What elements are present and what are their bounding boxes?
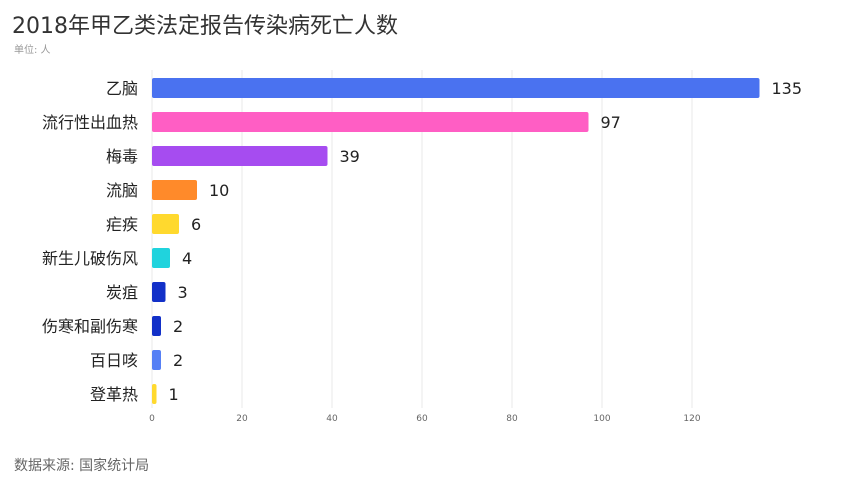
x-tick-label: 120 xyxy=(683,414,700,424)
bar xyxy=(152,282,166,302)
category-label: 疟疾 xyxy=(106,215,138,234)
x-tick-label: 40 xyxy=(326,414,338,424)
value-label: 97 xyxy=(601,113,621,132)
value-label: 4 xyxy=(182,249,192,268)
bar xyxy=(152,248,170,268)
value-label: 39 xyxy=(340,147,360,166)
category-label: 梅毒 xyxy=(106,147,138,166)
x-tick-label: 20 xyxy=(236,414,248,424)
category-label: 登革热 xyxy=(90,385,138,404)
value-label: 10 xyxy=(209,181,229,200)
bars xyxy=(152,78,760,404)
value-label: 2 xyxy=(173,351,183,370)
bar xyxy=(152,180,197,200)
chart-title: 2018年甲乙类法定报告传染病死亡人数 xyxy=(12,14,398,39)
chart-unit-label: 单位: 人 xyxy=(14,45,51,56)
bar xyxy=(152,350,161,370)
bar xyxy=(152,316,161,336)
value-label: 1 xyxy=(169,385,179,404)
value-label: 135 xyxy=(772,79,803,98)
x-tick-label: 0 xyxy=(149,414,155,424)
value-labels: 135 97 39 10 6 4 3 2 2 1 xyxy=(169,79,803,404)
category-label: 炭疽 xyxy=(106,283,138,302)
bar xyxy=(152,384,157,404)
x-tick-label: 80 xyxy=(506,414,518,424)
category-label: 新生儿破伤风 xyxy=(42,249,138,268)
category-label: 流行性出血热 xyxy=(42,113,138,132)
value-label: 6 xyxy=(191,215,201,234)
bar xyxy=(152,214,179,234)
x-axis-ticks: 0 20 40 60 80 100 120 xyxy=(149,414,701,424)
category-label: 百日咳 xyxy=(90,351,138,370)
value-label: 3 xyxy=(178,283,188,302)
bar xyxy=(152,146,328,166)
x-tick-label: 100 xyxy=(593,414,610,424)
bar xyxy=(152,112,589,132)
data-source-note: 数据来源: 国家统计局 xyxy=(14,458,150,474)
bar xyxy=(152,78,760,98)
category-label: 伤寒和副伤寒 xyxy=(42,317,138,336)
category-label: 流脑 xyxy=(106,181,138,200)
x-tick-label: 60 xyxy=(416,414,428,424)
category-label: 乙脑 xyxy=(106,79,138,98)
value-label: 2 xyxy=(173,317,183,336)
